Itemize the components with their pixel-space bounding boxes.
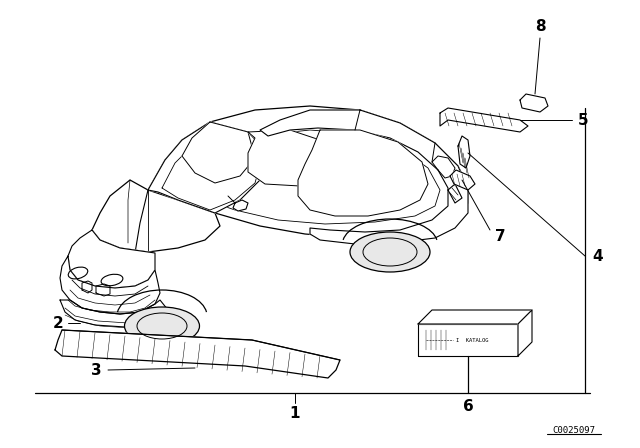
Polygon shape xyxy=(260,110,468,244)
Polygon shape xyxy=(248,130,335,186)
Polygon shape xyxy=(518,310,532,356)
Polygon shape xyxy=(418,324,518,356)
Text: 7: 7 xyxy=(495,228,506,244)
Polygon shape xyxy=(182,122,255,183)
Polygon shape xyxy=(148,122,265,213)
Text: 4: 4 xyxy=(593,249,604,263)
Polygon shape xyxy=(148,106,468,238)
Polygon shape xyxy=(458,136,470,168)
Polygon shape xyxy=(92,180,220,252)
Polygon shape xyxy=(298,130,428,216)
Text: 6: 6 xyxy=(463,399,474,414)
Text: 8: 8 xyxy=(534,18,545,34)
Text: 2: 2 xyxy=(52,315,63,331)
Polygon shape xyxy=(68,230,155,288)
Polygon shape xyxy=(450,170,475,190)
Text: I  KATALOG: I KATALOG xyxy=(456,337,488,343)
Text: C0025097: C0025097 xyxy=(552,426,595,435)
Text: 3: 3 xyxy=(91,362,101,378)
Ellipse shape xyxy=(350,232,430,272)
Text: 1: 1 xyxy=(290,405,300,421)
Polygon shape xyxy=(440,108,528,132)
Text: 5: 5 xyxy=(578,112,588,128)
Polygon shape xyxy=(55,330,340,378)
Polygon shape xyxy=(60,256,160,314)
Polygon shape xyxy=(233,200,248,211)
Ellipse shape xyxy=(125,307,200,345)
Polygon shape xyxy=(520,94,548,112)
Polygon shape xyxy=(418,310,532,324)
